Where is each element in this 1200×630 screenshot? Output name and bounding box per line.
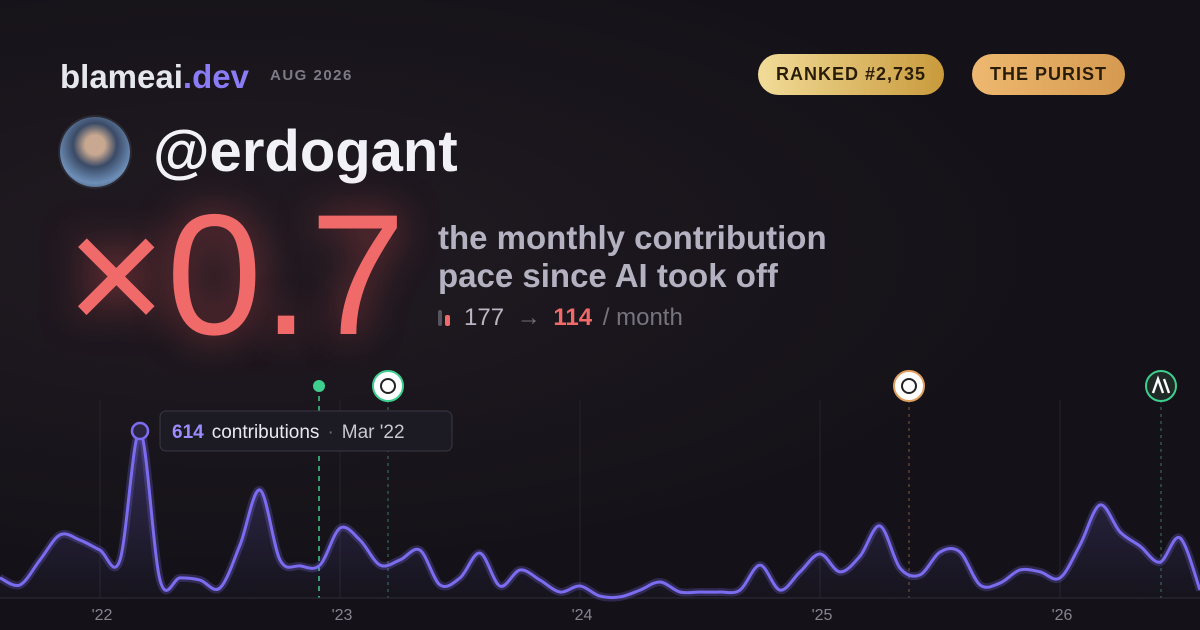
- tooltip-unit: contributions: [212, 422, 320, 443]
- event-icon: [901, 378, 917, 394]
- pace-line: 177 → 114 / month: [438, 304, 683, 332]
- line: [0, 429, 1200, 600]
- handle: @erdogant: [153, 119, 458, 184]
- event-icon: [372, 370, 404, 402]
- description-line: pace since AI took off: [438, 257, 778, 294]
- highlight-point: [130, 421, 150, 441]
- rank-badge: RANKED #2,735: [758, 54, 945, 95]
- brand-suffix: .dev: [182, 58, 249, 95]
- tooltip-date: Mar '22: [342, 422, 405, 443]
- event-icon: [1151, 375, 1171, 394]
- arrow: →: [516, 304, 541, 331]
- x-tick-label: '22: [92, 607, 113, 624]
- event-dot: [313, 380, 325, 392]
- unit: / month: [602, 304, 683, 331]
- date: AUG 2026: [270, 67, 353, 84]
- persona-badge: THE PURIST: [972, 54, 1126, 95]
- event-icon: [893, 370, 925, 402]
- tooltip-value: 614: [172, 422, 204, 443]
- brand: blameai.dev: [60, 58, 249, 96]
- x-tick-label: '26: [1052, 607, 1073, 624]
- x-tick-label: '23: [332, 607, 353, 624]
- x-tick-label: '24: [572, 607, 593, 624]
- multiplier: ×0.7: [66, 179, 406, 371]
- before: 177: [464, 304, 505, 331]
- event-icon: [380, 378, 396, 394]
- tooltip: 614 contributions · Mar '22: [172, 422, 405, 443]
- description-line: the monthly contribution: [438, 219, 827, 256]
- avatar: [60, 117, 130, 187]
- x-tick-label: '25: [812, 607, 833, 624]
- bar-icon: [445, 315, 450, 326]
- area: [0, 430, 1200, 598]
- description: the monthly contribution pace since AI to…: [438, 219, 827, 295]
- after: 114: [553, 304, 593, 331]
- line-glow: [0, 426, 1200, 602]
- tooltip-separator: ·: [327, 422, 333, 443]
- brand-name: blameai: [60, 58, 183, 95]
- bar-icon: [438, 310, 442, 326]
- tooltip-box: [159, 410, 453, 452]
